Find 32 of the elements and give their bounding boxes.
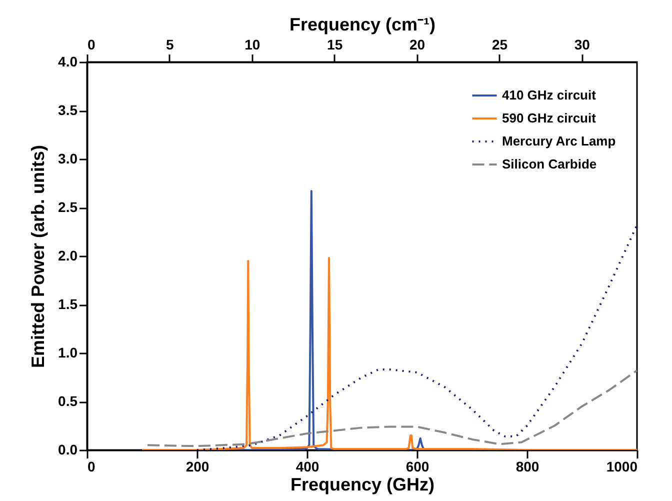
y-tick-label: 3.0 <box>58 150 78 166</box>
line-series <box>196 224 637 450</box>
x2-axis-title: Frequency (cm⁻¹) <box>289 14 436 34</box>
line-series <box>141 256 637 450</box>
x-tick-label: 400 <box>296 458 320 474</box>
x2-tick-label: 20 <box>409 36 426 52</box>
y-tick-label: 1.0 <box>58 344 78 360</box>
y-tick-label: 0.5 <box>58 393 78 409</box>
x2-tick-label: 0 <box>88 36 96 52</box>
x2-tick-label: 30 <box>574 36 590 52</box>
x-tick-label: 1000 <box>606 458 638 474</box>
line-series <box>146 369 637 448</box>
x-axis-title: Frequency (GHz) <box>290 474 435 494</box>
y-tick-label: 1.5 <box>58 296 78 312</box>
y-axis-title: Emitted Power (arb. units) <box>28 144 48 368</box>
x-tick-label: 800 <box>516 458 540 474</box>
x-tick-label: 0 <box>88 458 96 474</box>
y-tick-label: 0.0 <box>58 442 78 458</box>
y-tick-label: 4.0 <box>58 54 78 70</box>
y-tick-label: 2.0 <box>58 248 78 264</box>
x-tick-label: 200 <box>186 458 210 474</box>
y-tick-label: 3.5 <box>58 102 78 118</box>
legend-label: Mercury Arc Lamp <box>502 134 616 148</box>
legend-label: Silicon Carbide <box>502 156 597 172</box>
legend-label: 410 GHz circuit <box>502 88 597 102</box>
x-tick-label: 600 <box>406 458 430 474</box>
x2-tick-label: 5 <box>166 36 174 52</box>
x2-tick-label: 15 <box>327 36 343 52</box>
y-tick-label: 2.5 <box>58 199 78 215</box>
x2-tick-label: 25 <box>492 36 508 52</box>
x2-tick-label: 10 <box>244 36 260 52</box>
legend-label: 590 GHz circuit <box>502 110 597 126</box>
